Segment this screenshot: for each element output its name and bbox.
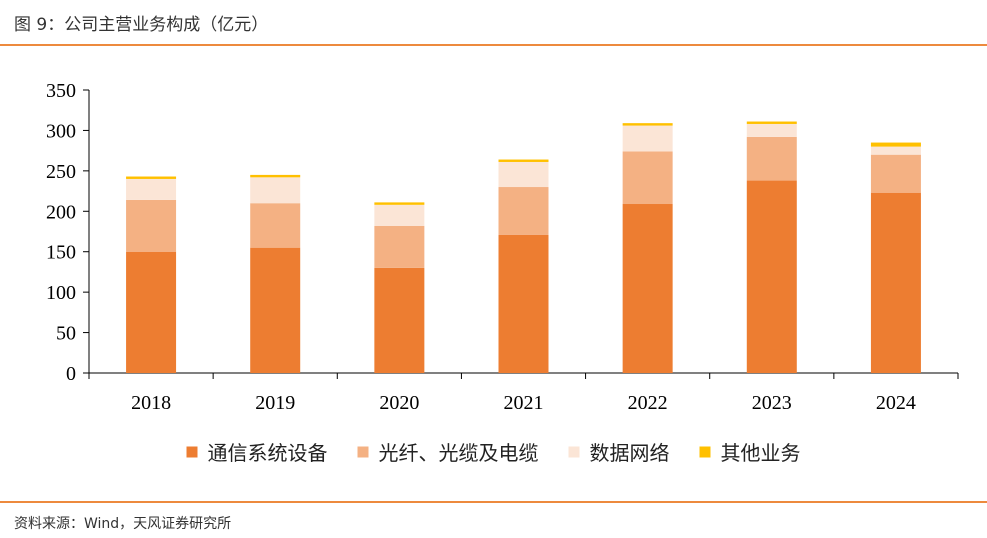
bar-segment-2022-s0 xyxy=(622,204,673,373)
y-tick-label: 200 xyxy=(46,201,76,223)
bar-segment-2022-s1 xyxy=(622,151,673,205)
y-tick-label: 150 xyxy=(46,242,76,264)
bar-segment-2018-s2 xyxy=(126,178,177,200)
x-tick-label: 2022 xyxy=(628,392,668,414)
bar-segment-2023-s3 xyxy=(746,121,797,124)
bar-segment-2020-s1 xyxy=(374,225,425,268)
legend-swatch xyxy=(568,446,580,458)
legend-label: 通信系统设备 xyxy=(208,441,328,465)
x-tick-label: 2024 xyxy=(876,392,916,414)
legend-swatch xyxy=(357,446,369,458)
figure-header: 图 9：公司主营业务构成（亿元） xyxy=(0,0,987,46)
y-tick-label: 0 xyxy=(66,363,76,385)
figure-title: 图 9：公司主营业务构成（亿元） xyxy=(14,15,269,35)
y-tick-label: 350 xyxy=(46,80,76,102)
bar-segment-2021-s2 xyxy=(498,161,549,188)
x-tick-label: 2019 xyxy=(255,392,295,414)
bar-segment-2019-s3 xyxy=(250,174,301,178)
bar-segment-2021-s3 xyxy=(498,159,549,162)
legend-label: 数据网络 xyxy=(590,441,670,465)
bar-segment-2022-s3 xyxy=(622,123,673,126)
bar-segment-2019-s1 xyxy=(250,203,301,248)
bar-segment-2020-s2 xyxy=(374,204,425,226)
bar-segment-2023-s2 xyxy=(746,123,797,137)
bar-segment-2018-s0 xyxy=(126,251,177,373)
bar-segment-2024-s1 xyxy=(870,154,921,193)
bar-segment-2019-s2 xyxy=(250,177,301,204)
y-tick-label: 300 xyxy=(46,120,76,142)
y-tick-label: 250 xyxy=(46,161,76,183)
bar-segment-2023-s0 xyxy=(746,180,797,373)
x-tick-label: 2021 xyxy=(504,392,544,414)
bottom-divider xyxy=(0,501,987,503)
y-tick-label: 100 xyxy=(46,282,76,304)
legend-swatch xyxy=(699,446,711,458)
x-tick-label: 2020 xyxy=(379,392,419,414)
y-tick-label: 50 xyxy=(56,323,76,345)
bar-segment-2024-s0 xyxy=(870,192,921,373)
x-tick-label: 2018 xyxy=(131,392,171,414)
bar-segment-2018-s1 xyxy=(126,199,177,252)
bar-segment-2020-s0 xyxy=(374,267,425,373)
bar-segment-2024-s2 xyxy=(870,146,921,155)
legend-label: 光纤、光缆及电缆 xyxy=(379,441,539,465)
stacked-bar-chart: 0 50 100 150 200 250 300 350 2018 2019 2020 2021 202… xyxy=(46,80,959,465)
chart-area: 0 50 100 150 200 250 300 350 2018 2019 2020 2021 202… xyxy=(0,46,987,501)
bar-segment-2022-s2 xyxy=(622,125,673,152)
top-divider xyxy=(0,44,987,46)
legend-swatch xyxy=(186,446,198,458)
bar-segment-2023-s1 xyxy=(746,136,797,181)
legend-label: 其他业务 xyxy=(721,441,801,465)
bar-segment-2024-s3 xyxy=(870,142,921,147)
source-note: 资料来源：Wind，天风证券研究所 xyxy=(14,516,232,532)
x-tick-label: 2023 xyxy=(752,392,792,414)
bar-segment-2021-s1 xyxy=(498,187,549,235)
bar-segment-2019-s0 xyxy=(250,247,301,373)
bar-segment-2021-s0 xyxy=(498,234,549,373)
bar-segment-2020-s3 xyxy=(374,202,425,205)
bar-segment-2018-s3 xyxy=(126,176,177,179)
